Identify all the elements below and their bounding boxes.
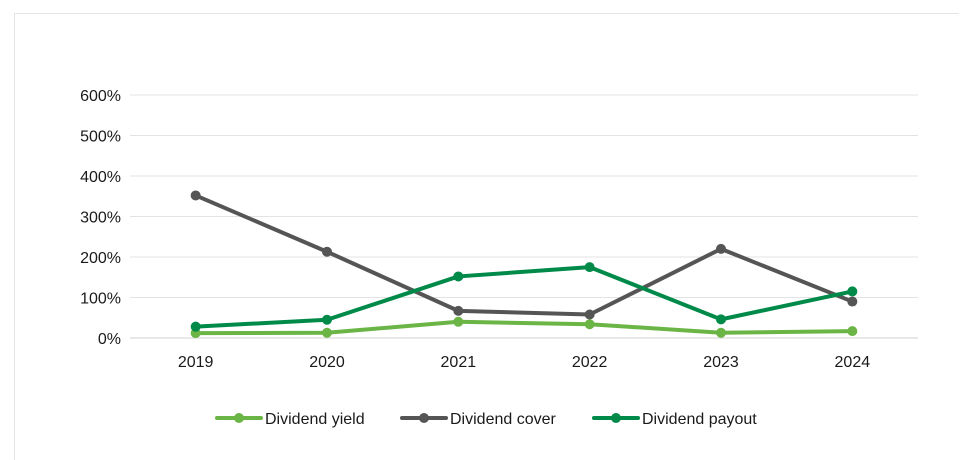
legend: Dividend yield Dividend cover Dividend pay… (215, 411, 757, 428)
y-tick-label: 400% (80, 169, 121, 186)
legend-item-dividend-cover: Dividend cover (400, 411, 557, 428)
data-point-dividend-yield (847, 326, 858, 337)
data-point-dividend-payout (453, 271, 464, 282)
y-axis-tick-labels: 0% 100% 200% 300% 400% 500% 600% (80, 88, 121, 348)
data-point-dividend-payout (847, 286, 858, 297)
data-point-dividend-cover (847, 296, 858, 307)
data-point-dividend-yield (584, 319, 595, 330)
y-tick-label: 200% (80, 250, 121, 267)
legend-item-dividend-payout: Dividend payout (592, 411, 757, 428)
x-tick-label: 2023 (703, 354, 739, 371)
x-axis-tick-labels: 2019 2020 2021 2022 2023 2024 (178, 354, 870, 371)
x-tick-label: 2019 (178, 354, 214, 371)
x-tick-label: 2022 (572, 354, 608, 371)
data-point-dividend-cover (716, 243, 726, 254)
y-tick-label: 300% (80, 210, 121, 227)
legend-swatch-marker (419, 413, 429, 423)
legend-swatch-marker (234, 413, 244, 423)
x-tick-label: 2024 (835, 354, 871, 371)
y-tick-label: 100% (80, 291, 121, 308)
data-point-dividend-cover (453, 305, 464, 316)
data-point-dividend-yield (716, 327, 726, 338)
x-tick-label: 2021 (441, 354, 477, 371)
data-point-dividend-cover (190, 190, 201, 201)
x-tick-label: 2020 (309, 354, 345, 371)
series-line-dividend-yield (193, 319, 855, 336)
legend-swatch-marker (611, 413, 621, 423)
legend-label: Dividend cover (450, 411, 557, 428)
y-tick-label: 600% (80, 88, 121, 105)
data-point-dividend-cover (584, 309, 595, 320)
data-point-dividend-payout (716, 314, 726, 325)
legend-label: Dividend payout (642, 411, 757, 428)
gridlines (130, 94, 918, 339)
data-point-dividend-yield (453, 316, 464, 327)
data-point-dividend-cover (322, 246, 332, 257)
y-tick-label: 500% (80, 129, 121, 146)
series-lines (190, 190, 858, 339)
data-point-dividend-yield (322, 327, 332, 338)
chart-frame (14, 13, 959, 460)
legend-item-dividend-yield: Dividend yield (215, 411, 365, 428)
data-point-dividend-payout (322, 314, 332, 325)
legend-label: Dividend yield (265, 411, 365, 428)
data-point-dividend-payout (190, 321, 201, 332)
y-tick-label: 0% (98, 331, 121, 348)
data-point-dividend-payout (584, 262, 595, 273)
series-line-dividend-payout (193, 265, 855, 329)
series-line-dividend-cover (193, 193, 855, 317)
